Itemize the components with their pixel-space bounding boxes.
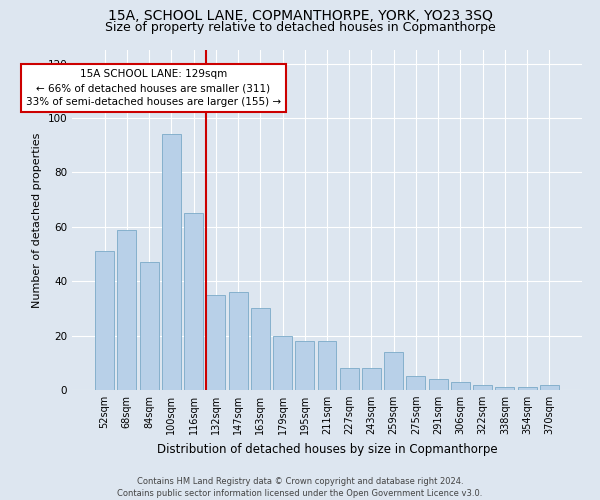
Bar [496, 388, 514, 390]
Bar [273, 336, 292, 390]
Text: 15A SCHOOL LANE: 129sqm
← 66% of detached houses are smaller (311)
33% of semi-d: 15A SCHOOL LANE: 129sqm ← 66% of detache… [26, 69, 281, 107]
Bar [251, 308, 270, 390]
Bar [229, 292, 248, 390]
Bar [540, 384, 559, 390]
Bar [317, 341, 337, 390]
Text: 15A, SCHOOL LANE, COPMANTHORPE, YORK, YO23 3SQ: 15A, SCHOOL LANE, COPMANTHORPE, YORK, YO… [107, 9, 493, 23]
Bar [184, 213, 203, 390]
Bar [118, 230, 136, 390]
Bar [162, 134, 181, 390]
Bar [451, 382, 470, 390]
Bar [518, 388, 536, 390]
Text: Size of property relative to detached houses in Copmanthorpe: Size of property relative to detached ho… [104, 22, 496, 35]
Bar [473, 384, 492, 390]
Bar [140, 262, 158, 390]
Bar [429, 379, 448, 390]
Bar [384, 352, 403, 390]
Bar [340, 368, 359, 390]
Y-axis label: Number of detached properties: Number of detached properties [32, 132, 42, 308]
Bar [295, 341, 314, 390]
X-axis label: Distribution of detached houses by size in Copmanthorpe: Distribution of detached houses by size … [157, 442, 497, 456]
Bar [206, 295, 225, 390]
Bar [95, 252, 114, 390]
Bar [406, 376, 425, 390]
Text: Contains HM Land Registry data © Crown copyright and database right 2024.
Contai: Contains HM Land Registry data © Crown c… [118, 476, 482, 498]
Bar [362, 368, 381, 390]
